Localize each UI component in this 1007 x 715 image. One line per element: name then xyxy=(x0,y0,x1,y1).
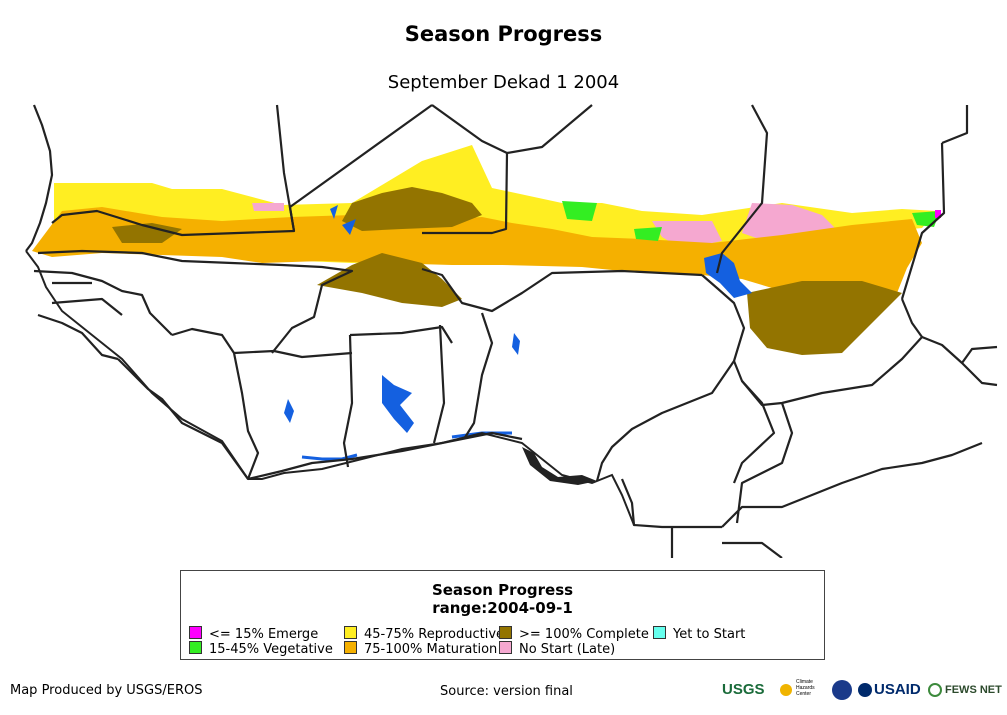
produced-by-note: Map Produced by USGS/EROS xyxy=(10,683,203,698)
swatch-yet-to-start xyxy=(653,626,666,639)
legend-item-complete: >= 100% Complete xyxy=(499,626,649,642)
legend-item-emerge: <= 15% Emerge xyxy=(189,626,318,642)
map-title: Season Progress xyxy=(404,22,603,46)
legend-item-vegetative: 15-45% Vegetative xyxy=(189,641,333,657)
swatch-no-start xyxy=(499,641,512,654)
legend: Season Progress range:2004-09-1 <= 15% E… xyxy=(180,570,825,660)
late-start-zone-2 xyxy=(652,221,722,249)
complete-zone-3 xyxy=(747,281,902,355)
legend-item-reproductive: 45-75% Reproductive xyxy=(344,626,504,642)
usaid-seal-icon xyxy=(858,683,872,698)
river-bits xyxy=(301,431,512,461)
usgs-logo: USGS xyxy=(722,681,765,698)
legend-range: range:2004-09-1 xyxy=(432,599,573,617)
legend-item-maturation: 75-100% Maturation xyxy=(344,641,497,657)
climate-hazards-logo: Climate Hazards Center xyxy=(780,678,828,702)
swatch-reproductive xyxy=(344,626,357,639)
noaa-logo xyxy=(832,678,854,702)
swatch-emerge xyxy=(189,626,202,639)
emerge-spot xyxy=(935,210,941,218)
inner-niger-delta xyxy=(330,205,356,235)
vegetative-zone-3 xyxy=(634,227,662,241)
niger-delta-coast xyxy=(522,447,597,485)
globe-icon xyxy=(928,683,942,698)
complete-zone xyxy=(342,187,482,231)
swatch-maturation xyxy=(344,641,357,654)
country-borders xyxy=(25,104,998,558)
coastline xyxy=(25,250,635,526)
lake-kainji xyxy=(512,333,520,355)
lake-kossou xyxy=(284,399,294,423)
late-start-zone-3 xyxy=(252,203,284,211)
swatch-vegetative xyxy=(189,641,202,654)
complete-zone-2 xyxy=(317,253,462,307)
legend-item-no-start: No Start (Late) xyxy=(499,641,615,657)
climate-drop-icon xyxy=(780,683,792,696)
lake-volta xyxy=(382,375,414,433)
usaid-logo: USAID xyxy=(858,678,926,702)
season-progress-map xyxy=(25,104,998,558)
maturation-zone xyxy=(32,207,922,299)
lake-chad xyxy=(704,253,752,298)
noaa-icon xyxy=(832,679,852,700)
map-subtitle: September Dekad 1 2004 xyxy=(387,72,620,93)
legend-title: Season Progress xyxy=(431,581,574,599)
legend-item-yet-to-start: Yet to Start xyxy=(653,626,745,642)
complete-zone-4 xyxy=(112,223,182,243)
vegetative-zone xyxy=(562,201,597,221)
source-note: Source: version final xyxy=(440,684,573,699)
fewsnet-logo: FEWS NET xyxy=(928,678,1004,702)
swatch-complete xyxy=(499,626,512,639)
